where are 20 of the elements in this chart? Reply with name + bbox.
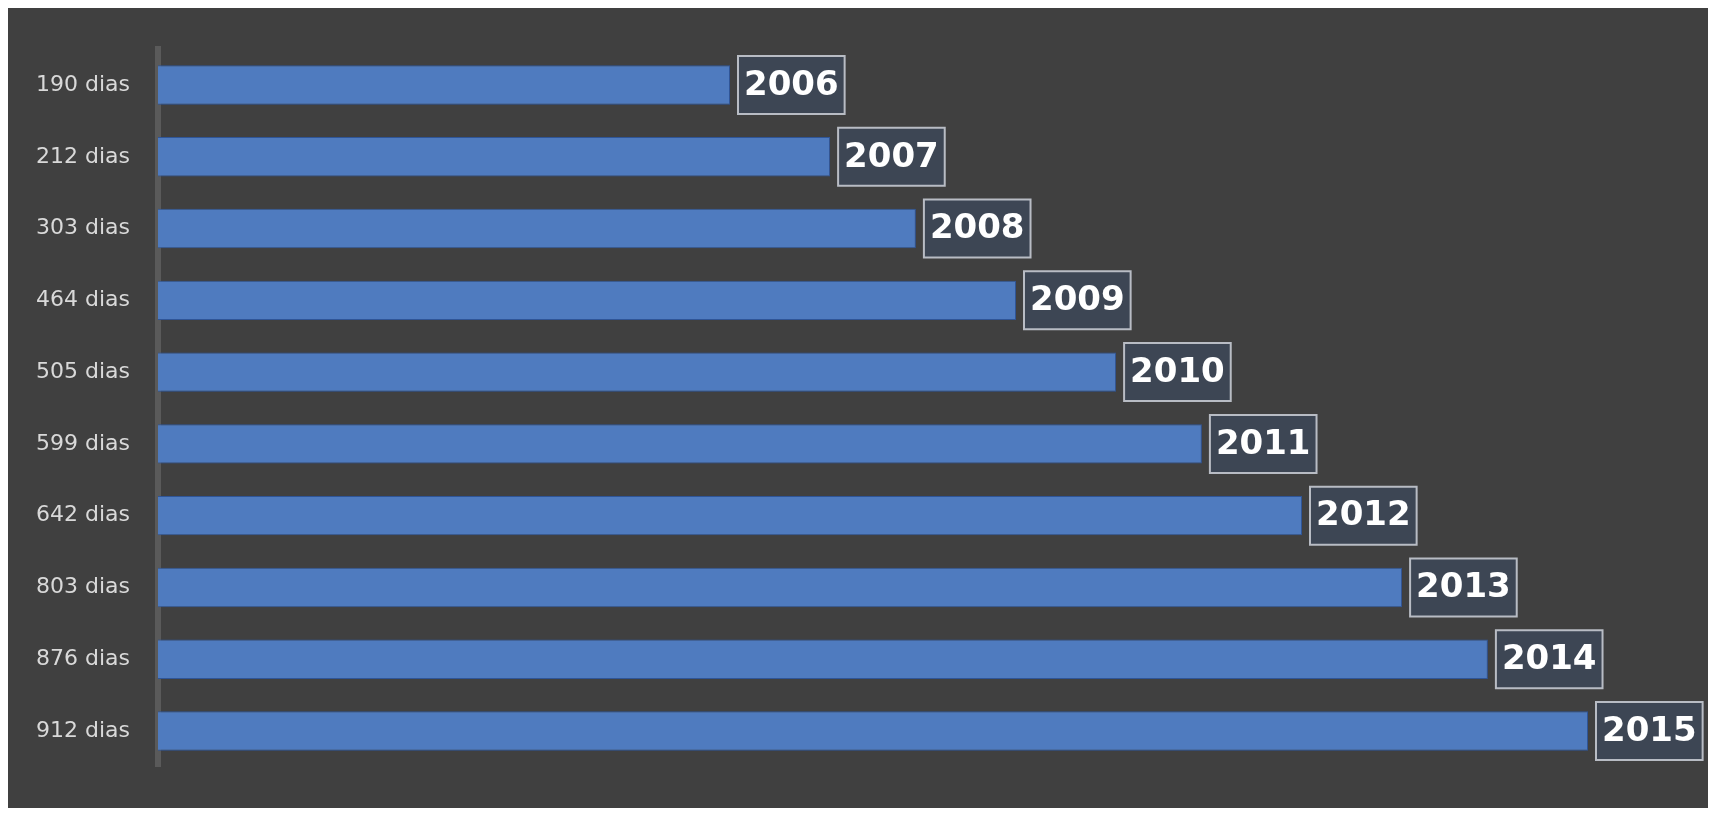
y-tick-label: 505 dias (35, 357, 130, 383)
annotation: 2011 (1215, 421, 1311, 462)
annotation: 2015 (1602, 708, 1697, 749)
y-tick-label: 190 dias (35, 70, 130, 96)
y-tick-label: 876 dias (35, 644, 130, 670)
y-tick-label: 464 dias (35, 286, 130, 312)
y-tick-label: 303 dias (35, 214, 130, 240)
y-tick-label: 212 dias (35, 142, 130, 168)
y-tick-label: 912 dias (35, 716, 130, 742)
annotation: 2007 (844, 134, 939, 175)
annotation: 2008 (929, 206, 1025, 247)
annotation: 2010 (1130, 349, 1225, 390)
y-tick-label: 642 dias (35, 501, 130, 527)
annotation: 2012 (1316, 493, 1411, 534)
y-tick-label: 803 dias (35, 573, 130, 599)
annotation: 2009 (1030, 278, 1125, 319)
annotation: 2006 (744, 62, 839, 103)
annotation: 2014 (1501, 636, 1597, 677)
annotation: 2013 (1416, 565, 1511, 606)
y-tick-label: 599 dias (35, 429, 130, 455)
